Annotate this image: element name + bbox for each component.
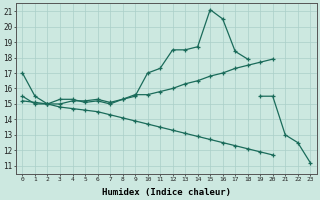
X-axis label: Humidex (Indice chaleur): Humidex (Indice chaleur) bbox=[102, 188, 231, 197]
